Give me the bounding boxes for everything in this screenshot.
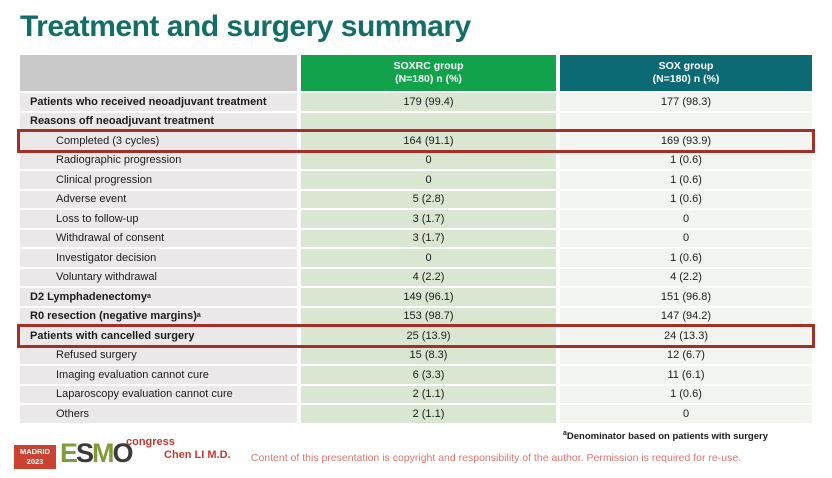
table-row: Clinical progression 0 1 (0.6) xyxy=(20,171,812,189)
table-row: Loss to follow-up 3 (1.7) 0 xyxy=(20,210,812,228)
madrid-2023-badge: MADRID 2023 xyxy=(14,445,56,469)
row-label: Reasons off neoadjuvant treatment xyxy=(20,112,297,130)
esmo-wordmark: ESMO xyxy=(60,438,134,468)
soxrc-value: 2 (1.1) xyxy=(301,405,556,423)
sox-value: 169 (93.9) xyxy=(560,132,812,150)
copyright-notice: Content of this presentation is copyrigh… xyxy=(250,452,742,464)
row-label: D2 Lymphadenectomy a xyxy=(20,288,297,306)
table-footnote: aDenominator based on patients with surg… xyxy=(562,429,768,442)
row-label: Refused surgery xyxy=(20,346,297,364)
esmo-letter: S xyxy=(76,438,94,468)
soxrc-value: 0 xyxy=(301,171,556,189)
soxrc-value: 0 xyxy=(301,151,556,169)
table-body: Patients who received neoadjuvant treatm… xyxy=(17,93,815,423)
sox-value: 177 (98.3) xyxy=(560,93,812,111)
soxrc-value: 0 xyxy=(301,249,556,267)
logo-year: 2023 xyxy=(26,457,44,466)
table-row: Voluntary withdrawal 4 (2.2) 4 (2.2) xyxy=(20,268,812,286)
table-header-row: SOXRC group (N=180) n (%) SOX group (N=1… xyxy=(20,55,812,91)
soxrc-value: 6 (3.3) xyxy=(301,366,556,384)
header-cell-sox-group: SOX group (N=180) n (%) xyxy=(560,55,812,91)
table-row: Refused surgery 15 (8.3) 12 (6.7) xyxy=(20,346,812,364)
congress-label: congress xyxy=(126,436,175,448)
sox-value: 0 xyxy=(560,210,812,228)
soxrc-group-name: SOXRC group xyxy=(393,60,464,72)
soxrc-value xyxy=(301,112,556,130)
sox-value: 1 (0.6) xyxy=(560,151,812,169)
table-row: Patients with cancelled surgery 25 (13.9)… xyxy=(17,324,815,348)
sox-value: 1 (0.6) xyxy=(560,190,812,208)
soxrc-value: 25 (13.9) xyxy=(301,327,556,345)
sox-value: 1 (0.6) xyxy=(560,171,812,189)
soxrc-value: 2 (1.1) xyxy=(301,385,556,403)
row-label: Imaging evaluation cannot cure xyxy=(20,366,297,384)
footnote-text: Denominator based on patients with surge… xyxy=(566,431,768,442)
row-label: Patients with cancelled surgery xyxy=(20,327,297,345)
sox-group-name: SOX group xyxy=(658,60,714,72)
sox-value xyxy=(560,112,812,130)
table-row: Withdrawal of consent 3 (1.7) 0 xyxy=(20,229,812,247)
table-row: Investigator decision 0 1 (0.6) xyxy=(20,249,812,267)
sox-group-n: (N=180) n (%) xyxy=(652,73,720,85)
row-label: R0 resection (negative margins) a xyxy=(20,307,297,325)
logo-venue: MADRID xyxy=(20,447,50,456)
table-row: Reasons off neoadjuvant treatment xyxy=(20,112,812,130)
sox-value: 12 (6.7) xyxy=(560,346,812,364)
soxrc-value: 164 (91.1) xyxy=(301,132,556,150)
soxrc-value: 5 (2.8) xyxy=(301,190,556,208)
table-row: D2 Lymphadenectomy a 149 (96.1) 151 (96.8) xyxy=(20,288,812,306)
row-label: Patients who received neoadjuvant treatm… xyxy=(20,93,297,111)
row-label: Adverse event xyxy=(20,190,297,208)
presenter-name: Chen LI M.D. xyxy=(164,449,231,461)
sox-value: 0 xyxy=(560,405,812,423)
sox-value: 147 (94.2) xyxy=(560,307,812,325)
soxrc-value: 15 (8.3) xyxy=(301,346,556,364)
sox-value: 4 (2.2) xyxy=(560,268,812,286)
soxrc-value: 153 (98.7) xyxy=(301,307,556,325)
soxrc-value: 179 (99.4) xyxy=(301,93,556,111)
row-label: Radiographic progression xyxy=(20,151,297,169)
header-cell-soxrc-group: SOXRC group (N=180) n (%) xyxy=(301,55,556,91)
esmo-letter: M xyxy=(92,438,114,468)
table-row: Adverse event 5 (2.8) 1 (0.6) xyxy=(20,190,812,208)
row-label: Laparoscopy evaluation cannot cure xyxy=(20,385,297,403)
header-cell-label xyxy=(20,55,297,91)
soxrc-value: 149 (96.1) xyxy=(301,288,556,306)
soxrc-value: 4 (2.2) xyxy=(301,268,556,286)
sox-value: 151 (96.8) xyxy=(560,288,812,306)
row-label: Completed (3 cycles) xyxy=(20,132,297,150)
table-row: Imaging evaluation cannot cure 6 (3.3) 11 … xyxy=(20,366,812,384)
summary-table: SOXRC group (N=180) n (%) SOX group (N=1… xyxy=(17,55,815,425)
soxrc-group-n: (N=180) n (%) xyxy=(395,73,462,85)
sox-value: 1 (0.6) xyxy=(560,385,812,403)
row-label: Clinical progression xyxy=(20,171,297,189)
table-row: Patients who received neoadjuvant treatm… xyxy=(20,93,812,111)
sox-value: 0 xyxy=(560,229,812,247)
sox-value: 1 (0.6) xyxy=(560,249,812,267)
footnote-superscript: a xyxy=(562,429,567,437)
table-row: Radiographic progression 0 1 (0.6) xyxy=(20,151,812,169)
table-row: Laparoscopy evaluation cannot cure 2 (1.1… xyxy=(20,385,812,403)
row-label: Voluntary withdrawal xyxy=(20,268,297,286)
sox-value: 11 (6.1) xyxy=(560,366,812,384)
row-label: Loss to follow-up xyxy=(20,210,297,228)
row-label: Withdrawal of consent xyxy=(20,229,297,247)
table-row: Others 2 (1.1) 0 xyxy=(20,405,812,423)
sox-value: 24 (13.3) xyxy=(560,327,812,345)
table-row: Completed (3 cycles) 164 (91.1) 169 (93.9) xyxy=(17,129,815,153)
table-row: R0 resection (negative margins) a 153 (98.… xyxy=(20,307,812,325)
page-title: Treatment and surgery summary xyxy=(20,10,471,43)
row-label: Investigator decision xyxy=(20,249,297,267)
esmo-letter: O xyxy=(112,438,134,468)
esmo-letter: E xyxy=(60,438,78,468)
soxrc-value: 3 (1.7) xyxy=(301,229,556,247)
soxrc-value: 3 (1.7) xyxy=(301,210,556,228)
row-label: Others xyxy=(20,405,297,423)
